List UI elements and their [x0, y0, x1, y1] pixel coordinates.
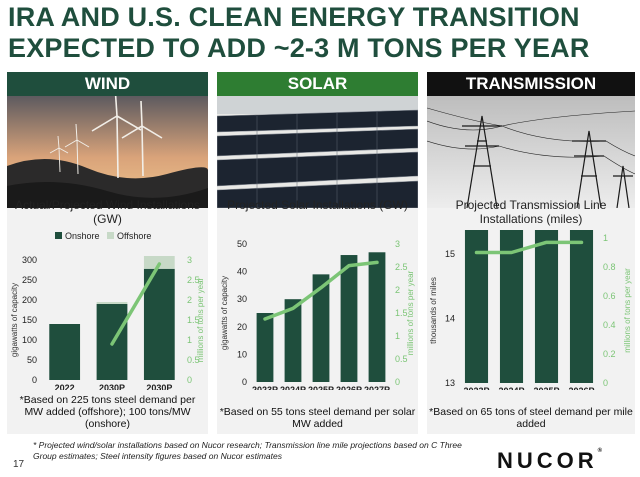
- y-axis-label: gigawatts of capacity: [10, 283, 19, 357]
- y-axis-label: thousands of miles: [429, 277, 438, 344]
- solar-chart: gigawatts of capacity millions of tons pe…: [220, 239, 415, 390]
- wind-panel: WIND: [7, 72, 208, 434]
- y-tick-label: 13: [445, 378, 455, 388]
- y-tick-label: 15: [445, 249, 455, 259]
- y2-tick-label: 0.2: [603, 349, 616, 359]
- y-tick-label: 150: [22, 315, 37, 325]
- y2-tick-label: 1: [187, 335, 192, 345]
- bar: [256, 313, 274, 382]
- bar: [499, 230, 524, 383]
- y-tick-label: 30: [237, 294, 247, 304]
- y2-tick-label: 0: [187, 375, 192, 385]
- y2-tick-label: 1.5: [395, 308, 408, 318]
- transmission-chart: thousands of miles millions of tons per y…: [429, 230, 632, 390]
- y-tick-label: 20: [237, 322, 247, 332]
- wind-header: WIND: [7, 72, 208, 96]
- x-tick-label: 2024P: [280, 385, 306, 390]
- y2-tick-label: 1: [395, 331, 400, 341]
- page-title-line-2: EXPECTED TO ADD ~2-3 M TONS PER YEAR: [8, 33, 590, 63]
- y-tick-label: 10: [237, 349, 247, 359]
- transmission-header: TRANSMISSION: [427, 72, 635, 96]
- bar: [284, 299, 302, 382]
- wind-note: *Based on 225 tons steel demand per MW a…: [19, 394, 196, 430]
- y-tick-label: 0: [242, 377, 247, 387]
- x-tick-label: 2027P: [364, 385, 390, 390]
- bar: [569, 230, 594, 383]
- wind-chart: gigawatts of capacity millions of tons pe…: [10, 231, 205, 390]
- y-tick-label: 50: [237, 239, 247, 249]
- bar: [340, 255, 358, 382]
- transmission-panel: TRANSMISSION Projected Tr: [427, 72, 635, 434]
- y2-tick-label: 0.4: [603, 320, 616, 330]
- y-tick-label: 14: [445, 314, 455, 324]
- transmission-note: *Based on 65 tons of steel demand per mi…: [429, 406, 633, 430]
- y2-tick-label: 0: [603, 378, 608, 388]
- y2-axis-label: millions of tons per year: [196, 277, 205, 362]
- bar: [464, 230, 489, 383]
- y2-tick-label: 0.5: [395, 354, 408, 364]
- y-tick-label: 200: [22, 295, 37, 305]
- legend-swatch: [55, 232, 62, 239]
- y-axis-label: gigawatts of capacity: [220, 276, 229, 350]
- y-tick-label: 40: [237, 267, 247, 277]
- solar-chart-title: Projected Solar Installations (GW): [227, 198, 408, 212]
- nucor-logo: NUCOR®: [497, 448, 603, 473]
- wind-chart-title: Actual/Projected Wind Installations (GW): [15, 198, 200, 226]
- wind-turbines-photo: [7, 96, 208, 208]
- y2-tick-label: 0.5: [187, 355, 200, 365]
- tons-line: [474, 240, 584, 255]
- legend-swatch: [107, 232, 114, 239]
- tons-line: [110, 262, 162, 346]
- x-tick-label: 2023P: [463, 386, 489, 390]
- y2-tick-label: 0: [395, 377, 400, 387]
- bar: [49, 324, 81, 380]
- y2-tick-label: 2.5: [187, 275, 200, 285]
- page-number: 17: [13, 459, 25, 470]
- y2-tick-label: 0.6: [603, 291, 616, 301]
- solar-note: *Based on 55 tons steel demand per solar…: [219, 406, 416, 430]
- y2-tick-label: 2: [187, 295, 192, 305]
- y-tick-label: 250: [22, 275, 37, 285]
- y-tick-label: 0: [32, 375, 37, 385]
- solar-header: SOLAR: [217, 72, 418, 96]
- transmission-towers-photo: [427, 96, 635, 208]
- bar: [534, 230, 559, 383]
- bar: [368, 252, 386, 382]
- transmission-chart-title: Projected Transmission Line Installation…: [455, 198, 607, 226]
- solar-panels-photo: [217, 96, 418, 208]
- bar: [143, 268, 175, 380]
- y2-tick-label: 2.5: [395, 262, 408, 272]
- registered-mark: ®: [597, 448, 603, 454]
- y2-tick-label: 1: [603, 233, 608, 243]
- legend-label: Offshore: [117, 231, 151, 241]
- x-tick-label: 2026P: [568, 386, 594, 390]
- x-tick-label: 2022: [55, 383, 75, 390]
- y2-tick-label: 3: [187, 255, 192, 265]
- bar: [312, 274, 330, 382]
- y-tick-label: 100: [22, 335, 37, 345]
- x-tick-label: 2025P: [533, 386, 559, 390]
- y2-axis-label: millions of tons per year: [406, 270, 415, 355]
- x-tick-label: 2025P: [308, 385, 334, 390]
- x-tick-label: 2030P: [99, 383, 125, 390]
- page-title-line-1: IRA AND U.S. CLEAN ENERGY TRANSITION: [8, 2, 580, 32]
- x-tick-label: 2024P: [498, 386, 524, 390]
- x-tick-label: 2026P: [336, 385, 362, 390]
- footnote: * Projected wind/solar installations bas…: [33, 440, 462, 461]
- x-tick-label: 2023P: [252, 385, 278, 390]
- y2-tick-label: 3: [395, 239, 400, 249]
- page-title: IRA AND U.S. CLEAN ENERGY TRANSITION EXP…: [8, 2, 638, 64]
- y2-tick-label: 1.5: [187, 315, 200, 325]
- x-tick-label: 2030P: [146, 383, 172, 390]
- tons-line: [263, 260, 379, 321]
- y-tick-label: 50: [27, 355, 37, 365]
- bar: [96, 302, 128, 304]
- y2-axis-label: millions of tons per year: [623, 268, 632, 353]
- y2-tick-label: 0.8: [603, 262, 616, 272]
- y2-tick-label: 2: [395, 285, 400, 295]
- y-tick-label: 300: [22, 255, 37, 265]
- solar-panel: SOLAR Projected Solar Installations (GW)…: [217, 72, 418, 434]
- legend-label: Onshore: [65, 231, 100, 241]
